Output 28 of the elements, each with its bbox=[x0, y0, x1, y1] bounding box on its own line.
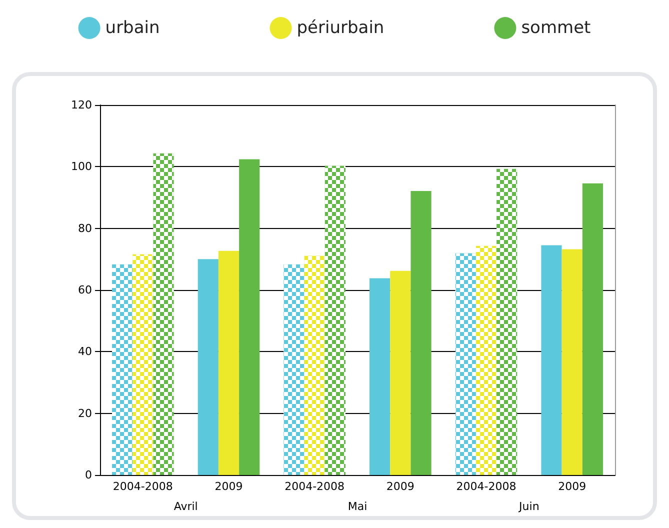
x-tick-label: 2004-2008 bbox=[456, 480, 516, 493]
text: Juin bbox=[518, 500, 540, 513]
x-tick-label: 2004-2008 bbox=[112, 480, 173, 493]
y-tick-label: 80 bbox=[78, 222, 92, 235]
bar bbox=[198, 259, 218, 475]
legend-label: sommet bbox=[521, 18, 592, 38]
legend-label: urbain bbox=[105, 18, 160, 38]
y-tick-label: 120 bbox=[71, 98, 92, 112]
bar bbox=[239, 159, 260, 475]
x-tick-label: 2009 bbox=[558, 480, 586, 493]
text: Avril bbox=[174, 500, 198, 513]
bar bbox=[370, 278, 390, 475]
y-tick-label: 60 bbox=[78, 284, 92, 296]
bar bbox=[562, 249, 582, 475]
bar bbox=[582, 183, 603, 475]
y-tick-label: 100 bbox=[71, 160, 92, 174]
x-tick-label: 2004-2008 bbox=[284, 480, 345, 493]
y-tick-label: 40 bbox=[78, 345, 92, 358]
bar bbox=[541, 245, 562, 475]
bar bbox=[390, 270, 411, 475]
x-tick-label: 2009 bbox=[214, 480, 243, 493]
y-tick-label: 0 bbox=[85, 468, 92, 482]
y-tick-label: 20 bbox=[78, 406, 92, 420]
bar bbox=[218, 250, 240, 475]
legend-label: périurbain bbox=[296, 18, 384, 38]
bar bbox=[410, 191, 432, 475]
text: Mai bbox=[348, 500, 368, 513]
x-tick-label: 2009 bbox=[386, 480, 414, 493]
